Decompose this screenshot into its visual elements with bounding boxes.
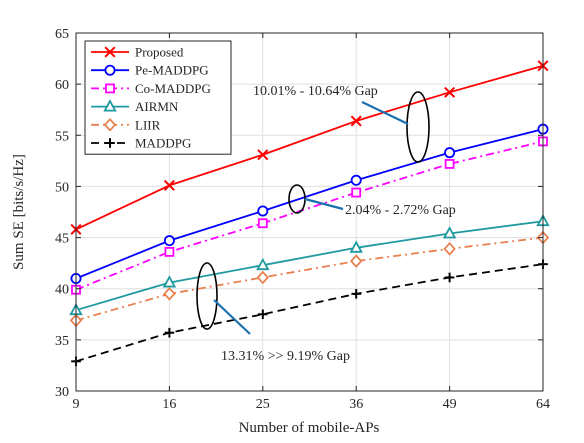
data-point-co-maddpg — [444, 159, 455, 169]
legend-label: MADDPG — [135, 136, 191, 151]
gap-annotation: 10.01% - 10.64% Gap — [253, 84, 430, 163]
data-point-co-maddpg — [164, 246, 175, 257]
legend-item-airmn: AIRMN — [91, 99, 179, 114]
y-tick-label: 60 — [55, 78, 69, 93]
y-tick-label: 45 — [55, 232, 69, 247]
series-co-maddpg — [71, 136, 548, 295]
legend-marker — [104, 64, 116, 76]
x-tick-label: 16 — [162, 397, 176, 412]
data-point-proposed — [257, 149, 269, 161]
marker-stroke — [104, 46, 116, 58]
legend-label: AIRMN — [135, 99, 179, 114]
legend-marker — [105, 83, 115, 94]
y-tick-label: 30 — [55, 385, 69, 400]
annotation-pointer — [304, 197, 344, 211]
legend-marker — [105, 138, 115, 148]
gap-annotation: 2.04% - 2.72% Gap — [288, 184, 456, 218]
annotation-label: 10.01% - 10.64% Gap — [253, 84, 378, 99]
series-line-airmn — [75, 220, 544, 312]
legend-item-maddpg: MADDPG — [91, 136, 191, 151]
series-line-pe-maddpg — [75, 128, 544, 280]
y-tick-label: 65 — [55, 27, 69, 42]
legend-marker — [103, 117, 117, 132]
data-point-maddpg — [351, 289, 361, 299]
data-point-pe-maddpg — [350, 174, 362, 186]
legend-item-proposed: Proposed — [91, 45, 184, 60]
x-tick-label: 64 — [536, 397, 550, 412]
data-point-proposed — [444, 86, 456, 98]
y-tick-label: 55 — [55, 129, 69, 144]
x-tick-label: 9 — [73, 397, 80, 412]
annotation-ellipse — [196, 262, 218, 330]
data-point-pe-maddpg — [257, 205, 269, 217]
series-liir — [69, 230, 550, 328]
data-point-airmn — [162, 275, 177, 288]
series-airmn — [69, 213, 550, 316]
annotation-pointer — [213, 299, 251, 335]
data-point-pe-maddpg — [163, 235, 175, 247]
data-point-maddpg — [258, 309, 268, 320]
legend-marker — [104, 46, 116, 58]
data-point-airmn — [256, 257, 270, 271]
annotation-label: 2.04% - 2.72% Gap — [345, 203, 456, 218]
y-tick-label: 40 — [55, 283, 69, 298]
legend-label: LIIR — [135, 117, 161, 132]
x-tick-label: 25 — [256, 397, 270, 412]
marker-stroke — [350, 115, 362, 127]
legend-item-pe-maddpg: Pe-MADDPG — [91, 63, 209, 78]
data-point-proposed — [350, 115, 362, 127]
legend-label: Pe-MADDPG — [135, 63, 209, 78]
axis-ticks: 30 35 40 45 50 55 60 65 9 16 25 36 49 64 — [55, 27, 550, 412]
annotation-ellipse — [406, 91, 430, 163]
series-line-maddpg — [75, 263, 544, 363]
x-tick-label: 36 — [349, 397, 363, 412]
series-line-co-maddpg — [75, 140, 544, 291]
legend-label: Co-MADDPG — [135, 81, 211, 96]
data-point-co-maddpg — [257, 218, 268, 229]
legend-item-liir: LIIR — [91, 117, 161, 132]
y-axis-title: Sum SE [bits/s/Hz] — [11, 154, 27, 270]
gap-annotation: 13.31% >> 9.19% Gap — [196, 262, 350, 364]
data-point-liir — [163, 286, 176, 301]
data-point-maddpg — [444, 272, 455, 283]
data-point-pe-maddpg — [444, 147, 456, 159]
legend-box — [84, 40, 232, 155]
data-point-liir — [256, 270, 270, 285]
data-point-airmn — [349, 240, 363, 253]
legend-label: Proposed — [135, 45, 184, 60]
y-tick-label: 50 — [55, 180, 69, 195]
data-point-maddpg — [164, 327, 175, 338]
annotation-pointer — [361, 101, 409, 125]
plot-border — [75, 32, 544, 392]
data-point-liir — [349, 254, 363, 268]
legend-item-co-maddpg: Co-MADDPG — [91, 81, 211, 96]
marker-stroke — [163, 179, 175, 191]
x-tick-label: 49 — [443, 397, 457, 412]
annotation-layer: 10.01% - 10.64% Gap 2.04% - 2.72% Gap 13.3… — [196, 84, 456, 364]
data-point-airmn — [442, 226, 457, 239]
data-point-liir — [443, 241, 456, 256]
marker-stroke — [444, 86, 456, 98]
legend-marker — [103, 99, 117, 112]
x-axis-title: Number of mobile-APs — [239, 420, 380, 436]
data-point-co-maddpg — [351, 187, 362, 198]
plot-frame — [75, 32, 544, 392]
data-point-proposed — [163, 179, 175, 191]
series-line-liir — [75, 236, 544, 322]
legend: Proposed Pe-MADDPG Co-MADDPG AIRMN LIIR MADDP… — [84, 40, 232, 155]
annotation-label: 13.31% >> 9.19% Gap — [221, 349, 350, 364]
marker-stroke — [257, 149, 269, 161]
y-tick-label: 35 — [55, 334, 69, 349]
series-line-proposed — [75, 64, 544, 231]
